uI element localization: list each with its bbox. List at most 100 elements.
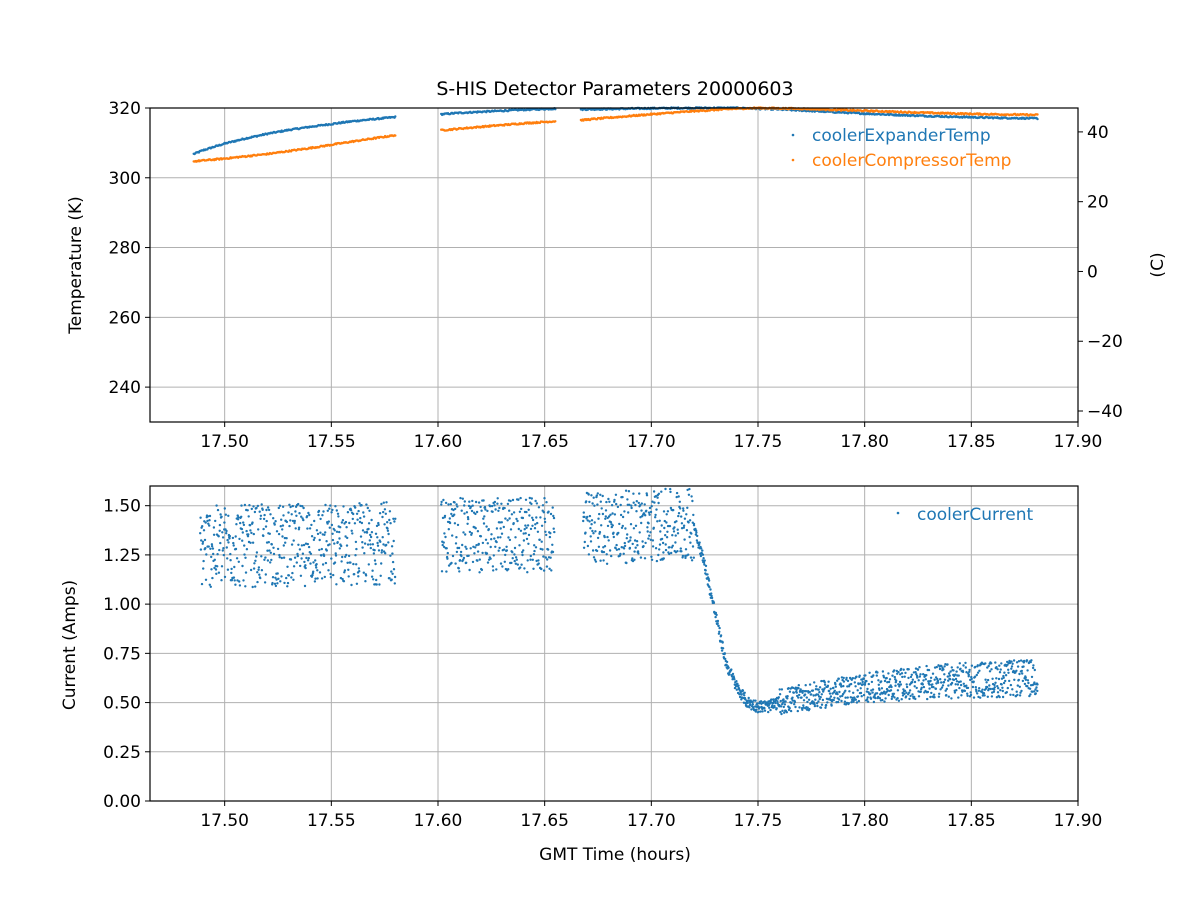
cooler-current-point: [855, 701, 859, 704]
cooler-current-point: [283, 581, 286, 585]
cooler-current-point: [630, 504, 633, 507]
cooler-current-point: [1010, 665, 1014, 668]
cooler-current-point: [817, 700, 820, 703]
cooler-current-point: [392, 568, 396, 571]
cooler-current-point: [390, 570, 393, 573]
cooler-current-point: [586, 515, 589, 519]
cooler-current-point: [664, 543, 667, 546]
cooler-current-point: [866, 696, 869, 699]
cooler-current-point: [634, 503, 637, 507]
cooler-current-point: [721, 647, 725, 650]
cooler-current-point: [622, 547, 626, 550]
cooler-current-point: [264, 573, 267, 576]
cooler-current-point: [484, 508, 487, 511]
cooler-current-point: [441, 543, 444, 547]
cooler-current-point: [324, 561, 328, 565]
cooler-current-point: [861, 683, 865, 686]
cooler-current-point: [602, 550, 606, 554]
cooler-current-point: [688, 519, 692, 522]
cooler-current-point: [837, 698, 841, 701]
cooler-current-point: [916, 668, 920, 671]
y-tick-label: 320: [109, 99, 141, 119]
cooler-current-point: [965, 671, 968, 674]
cooler-current-point: [828, 689, 831, 693]
cooler-current-point: [859, 691, 863, 695]
cooler-current-point: [256, 504, 260, 508]
cooler-current-point: [300, 544, 304, 547]
cooler-current-point: [463, 512, 466, 515]
cooler-current-point: [388, 577, 391, 580]
cooler-current-point: [455, 536, 458, 539]
cooler-current-point: [301, 552, 305, 555]
cooler-current-point: [345, 544, 349, 547]
cooler-current-point: [929, 695, 932, 699]
cooler-current-point: [877, 679, 880, 682]
cooler-current-point: [466, 522, 469, 525]
cooler-current-point: [255, 551, 259, 554]
cooler-current-point: [949, 670, 952, 673]
cooler-current-point: [644, 541, 647, 545]
cooler-current-point: [535, 559, 538, 563]
cooler-current-point: [956, 683, 960, 686]
cooler-current-point: [213, 558, 216, 561]
cooler-current-point: [541, 504, 545, 507]
x-tick-label: 17.50: [200, 811, 249, 831]
cooler-current-point: [747, 696, 750, 700]
x-tick-label: 17.65: [520, 432, 569, 452]
cooler-current-point: [478, 558, 481, 561]
cooler-current-point: [458, 570, 461, 573]
cooler-current-point: [503, 506, 506, 510]
cooler-current-point: [706, 573, 709, 576]
cooler-current-point: [329, 576, 333, 579]
cooler-current-point: [998, 671, 1002, 674]
cooler-current-point: [812, 694, 815, 697]
cooler-current-point: [327, 520, 330, 523]
cooler-current-point: [550, 569, 553, 572]
cooler-current-point: [342, 505, 345, 508]
cooler-current-point: [1000, 683, 1003, 686]
cooler-current-point: [801, 689, 805, 693]
cooler-current-point: [985, 685, 989, 689]
cooler-current-point: [234, 583, 237, 586]
cooler-current-point: [506, 502, 510, 506]
cooler-current-point: [275, 578, 278, 581]
cooler-current-point: [680, 522, 684, 525]
cooler-current-point: [1026, 669, 1029, 672]
cooler-current-point: [221, 549, 224, 552]
cooler-current-point: [388, 518, 391, 522]
cooler-current-point: [463, 504, 466, 507]
cooler-current-point: [274, 520, 277, 523]
cooler-current-point: [329, 504, 332, 507]
cooler-current-point: [256, 571, 259, 574]
cooler-current-point: [480, 568, 484, 572]
cooler-current-point: [859, 687, 862, 690]
cooler-current-point: [536, 521, 539, 525]
cooler-current-point: [220, 565, 224, 568]
cooler-current-point: [241, 539, 244, 542]
cooler-current-point: [502, 525, 505, 529]
cooler-current-point: [604, 515, 607, 518]
cooler-current-point: [596, 492, 599, 495]
cooler-current-point: [266, 506, 270, 509]
cooler-current-point: [490, 504, 494, 508]
cooler-current-point: [454, 562, 457, 565]
cooler-current-point: [977, 689, 981, 692]
cooler-current-point: [813, 703, 816, 706]
cooler-current-point: [264, 525, 268, 528]
cooler-current-point: [959, 667, 962, 670]
cooler-current-point: [665, 521, 668, 524]
cooler-current-point: [747, 699, 751, 702]
cooler-current-point: [371, 543, 375, 546]
cooler-current-point: [846, 685, 849, 688]
cooler-current-point: [911, 693, 914, 696]
cooler-current-point: [271, 576, 275, 579]
cooler-current-point: [322, 554, 326, 558]
cooler-current-point: [655, 559, 659, 563]
cooler-current-point: [328, 507, 331, 510]
cooler-current-point: [274, 576, 277, 579]
cooler-current-point: [293, 556, 297, 559]
cooler-current-point: [343, 569, 347, 572]
cooler-current-point: [274, 584, 278, 588]
cooler-current-point: [800, 696, 803, 699]
cooler-current-point: [534, 546, 538, 549]
